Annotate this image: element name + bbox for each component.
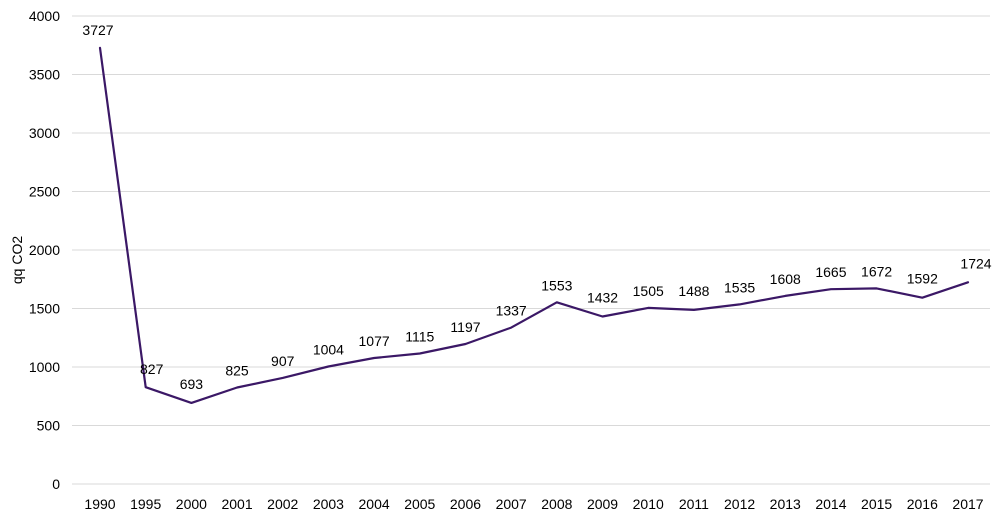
y-axis-title: qq CO2 [9, 236, 25, 284]
data-label: 1432 [587, 289, 618, 305]
data-label: 1608 [770, 271, 801, 287]
data-label: 1004 [313, 342, 344, 358]
x-tick-label: 2007 [496, 496, 527, 512]
x-tick-label: 2013 [770, 496, 801, 512]
x-tick-label: 1995 [130, 496, 161, 512]
x-tick-label: 2010 [633, 496, 664, 512]
data-label: 1672 [861, 263, 892, 279]
series-line [98, 46, 970, 404]
data-label: 1115 [405, 329, 434, 345]
y-tick-label: 500 [37, 418, 61, 434]
x-tick-label: 2015 [861, 496, 892, 512]
data-label: 3727 [82, 22, 113, 38]
y-tick-label: 3000 [29, 125, 60, 141]
y-tick-label: 2000 [29, 242, 60, 258]
x-tick-label: 1990 [84, 496, 115, 512]
y-axis-ticks: 0 500 1000 1500 2000 2500 3000 3500 4000 [29, 8, 60, 492]
data-label: 825 [225, 362, 249, 378]
y-tick-label: 1500 [29, 301, 60, 317]
data-labels: 3727 827 693 825 907 1004 1077 1115 1197 1337 1553… [82, 22, 991, 392]
data-label: 1592 [907, 271, 938, 287]
y-tick-label: 1000 [29, 359, 60, 375]
gridlines [72, 15, 990, 485]
data-label: 1553 [541, 277, 572, 293]
x-tick-label: 2009 [587, 496, 618, 512]
data-label: 827 [140, 361, 164, 377]
x-tick-label: 2001 [221, 496, 252, 512]
data-label: 1197 [450, 319, 480, 335]
x-tick-label: 2016 [907, 496, 938, 512]
data-label: 1724 [960, 255, 991, 271]
y-tick-label: 4000 [29, 8, 60, 24]
x-tick-label: 2000 [176, 496, 207, 512]
data-label: 907 [271, 353, 295, 369]
x-tick-label: 2008 [541, 496, 572, 512]
y-tick-label: 0 [52, 476, 60, 492]
data-label: 1337 [496, 303, 527, 319]
x-axis-ticks: 1990 1995 2000 2001 2002 2003 2004 2005 2006 2007… [84, 496, 983, 512]
x-tick-label: 2003 [313, 496, 344, 512]
x-tick-label: 2005 [404, 496, 435, 512]
x-tick-label: 2011 [679, 496, 709, 512]
series [98, 46, 970, 404]
data-label: 1077 [359, 333, 390, 349]
data-label: 1665 [815, 264, 846, 280]
y-tick-label: 3500 [29, 67, 60, 83]
data-label: 1488 [678, 283, 709, 299]
y-tick-label: 2500 [29, 184, 60, 200]
x-tick-label: 2004 [359, 496, 390, 512]
x-tick-label: 2014 [815, 496, 846, 512]
data-label: 1535 [724, 279, 755, 295]
x-tick-label: 2002 [267, 496, 298, 512]
data-label: 1505 [633, 283, 664, 299]
data-label: 693 [180, 376, 204, 392]
x-tick-label: 2017 [952, 496, 983, 512]
x-tick-label: 2012 [724, 496, 755, 512]
x-tick-label: 2006 [450, 496, 481, 512]
